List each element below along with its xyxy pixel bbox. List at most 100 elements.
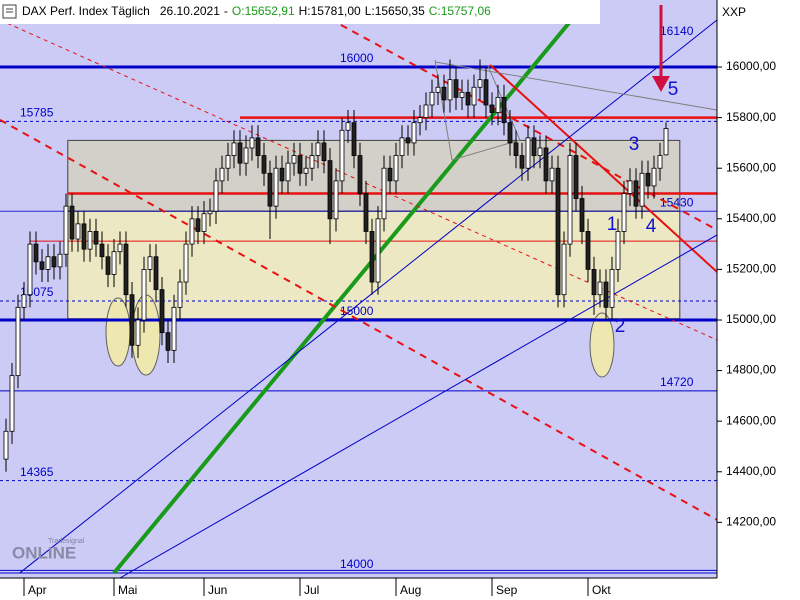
y-tick-label: 15200,00	[726, 262, 776, 276]
candle-body	[315, 142, 321, 156]
trendline	[434, 61, 717, 111]
candle-body	[321, 142, 327, 162]
candle-body	[327, 160, 333, 220]
arrow-head	[652, 76, 670, 92]
candle-body	[603, 281, 609, 308]
candle-body	[105, 256, 111, 275]
candle-body	[525, 137, 531, 169]
candle-body	[219, 167, 225, 182]
annotation: 4	[646, 216, 657, 237]
candle-body	[255, 137, 261, 156]
candle-body	[39, 261, 45, 270]
box-upper	[67, 139, 681, 212]
y-tick-label: 14600,00	[726, 413, 776, 427]
candle-body	[513, 142, 519, 156]
candle-body	[303, 167, 309, 174]
candle-body	[399, 137, 405, 156]
candle-body	[207, 210, 213, 215]
candle-body	[141, 268, 147, 321]
candle-body	[549, 167, 555, 182]
candle-body	[153, 256, 159, 291]
candle-body	[429, 91, 435, 106]
x-tick-label: Jun	[208, 583, 227, 597]
candle-body	[333, 180, 339, 220]
candle-body	[213, 180, 219, 212]
candle-body	[357, 155, 363, 194]
title: DAX Perf. Index Täglich 26.10.2021- O:1565…	[22, 4, 491, 18]
level-label: 14010	[660, 585, 694, 599]
candle-body	[411, 122, 417, 144]
level-label: 15430	[660, 195, 694, 209]
x-tick-label: Mai	[118, 583, 137, 597]
candle-body	[177, 281, 183, 308]
candle-body	[351, 122, 357, 156]
candle-body	[573, 155, 579, 199]
candle-body	[417, 117, 423, 124]
trendline	[119, 234, 717, 578]
candle-body	[465, 91, 471, 106]
candle-body	[345, 122, 351, 131]
title-open: O:15652,91	[232, 4, 295, 18]
trendline	[112, 0, 590, 575]
candle-body	[423, 104, 429, 119]
axes: 14200,00 14400,00 14600,00 14800,00 15000,00…	[23, 59, 776, 597]
candle-body	[249, 137, 255, 149]
level-label: 16140	[660, 24, 694, 38]
candle-body	[369, 231, 375, 283]
title-high: H:15781,00	[299, 4, 361, 18]
plot-area: 1614016000157851543015075150001472014365…	[0, 0, 717, 599]
annotation: 2	[615, 316, 626, 337]
candle-body	[579, 198, 585, 232]
candle-body	[69, 205, 75, 240]
annotation: 3	[629, 134, 640, 155]
candle-body	[543, 147, 549, 182]
title-date: 26.10.2021	[160, 4, 220, 18]
candle-body	[297, 155, 303, 174]
candle-body	[273, 167, 279, 207]
candle-body	[183, 243, 189, 283]
candle-body	[567, 155, 573, 245]
candle-body	[663, 128, 669, 156]
candle-body	[267, 172, 273, 207]
y-tick-label: 15000,00	[726, 312, 776, 326]
candle-body	[531, 137, 537, 156]
candle-body	[447, 79, 453, 101]
title-low: L:15650,35	[365, 4, 425, 18]
trendline	[19, 19, 717, 574]
candle-body	[147, 256, 153, 270]
candle-body	[279, 167, 285, 182]
candle-body	[33, 243, 39, 263]
candle-body	[501, 96, 507, 124]
candle-body	[63, 205, 69, 255]
candle-body	[633, 180, 639, 207]
candle-body	[555, 167, 561, 296]
candle-body	[171, 306, 177, 351]
candle-body	[75, 223, 81, 240]
level-label: 14000	[340, 557, 374, 571]
x-tick-label: Jul	[304, 583, 319, 597]
candle-body	[363, 193, 369, 232]
candle-body	[237, 142, 243, 164]
candle-body	[645, 172, 651, 187]
candle-body	[507, 122, 513, 144]
candle-body	[537, 147, 543, 156]
candle-body	[291, 155, 297, 164]
highlight-ellipse	[589, 312, 615, 378]
x-tick-label: Aug	[400, 583, 421, 597]
candle-body	[627, 180, 633, 194]
candle-body	[135, 319, 141, 346]
candle-body	[57, 253, 63, 268]
candle-body	[309, 155, 315, 169]
y-tick-label: 16000,00	[726, 59, 776, 73]
candle-body	[81, 223, 87, 250]
y-tick-label: 15600,00	[726, 160, 776, 174]
candle-body	[195, 218, 201, 232]
candle-body	[441, 86, 447, 101]
level-label: 15785	[20, 106, 54, 120]
level-label: 14365	[20, 465, 54, 479]
candle-body	[657, 155, 663, 169]
candle-body	[621, 193, 627, 232]
highlight-ellipse	[105, 297, 131, 367]
candle-body	[201, 213, 207, 232]
